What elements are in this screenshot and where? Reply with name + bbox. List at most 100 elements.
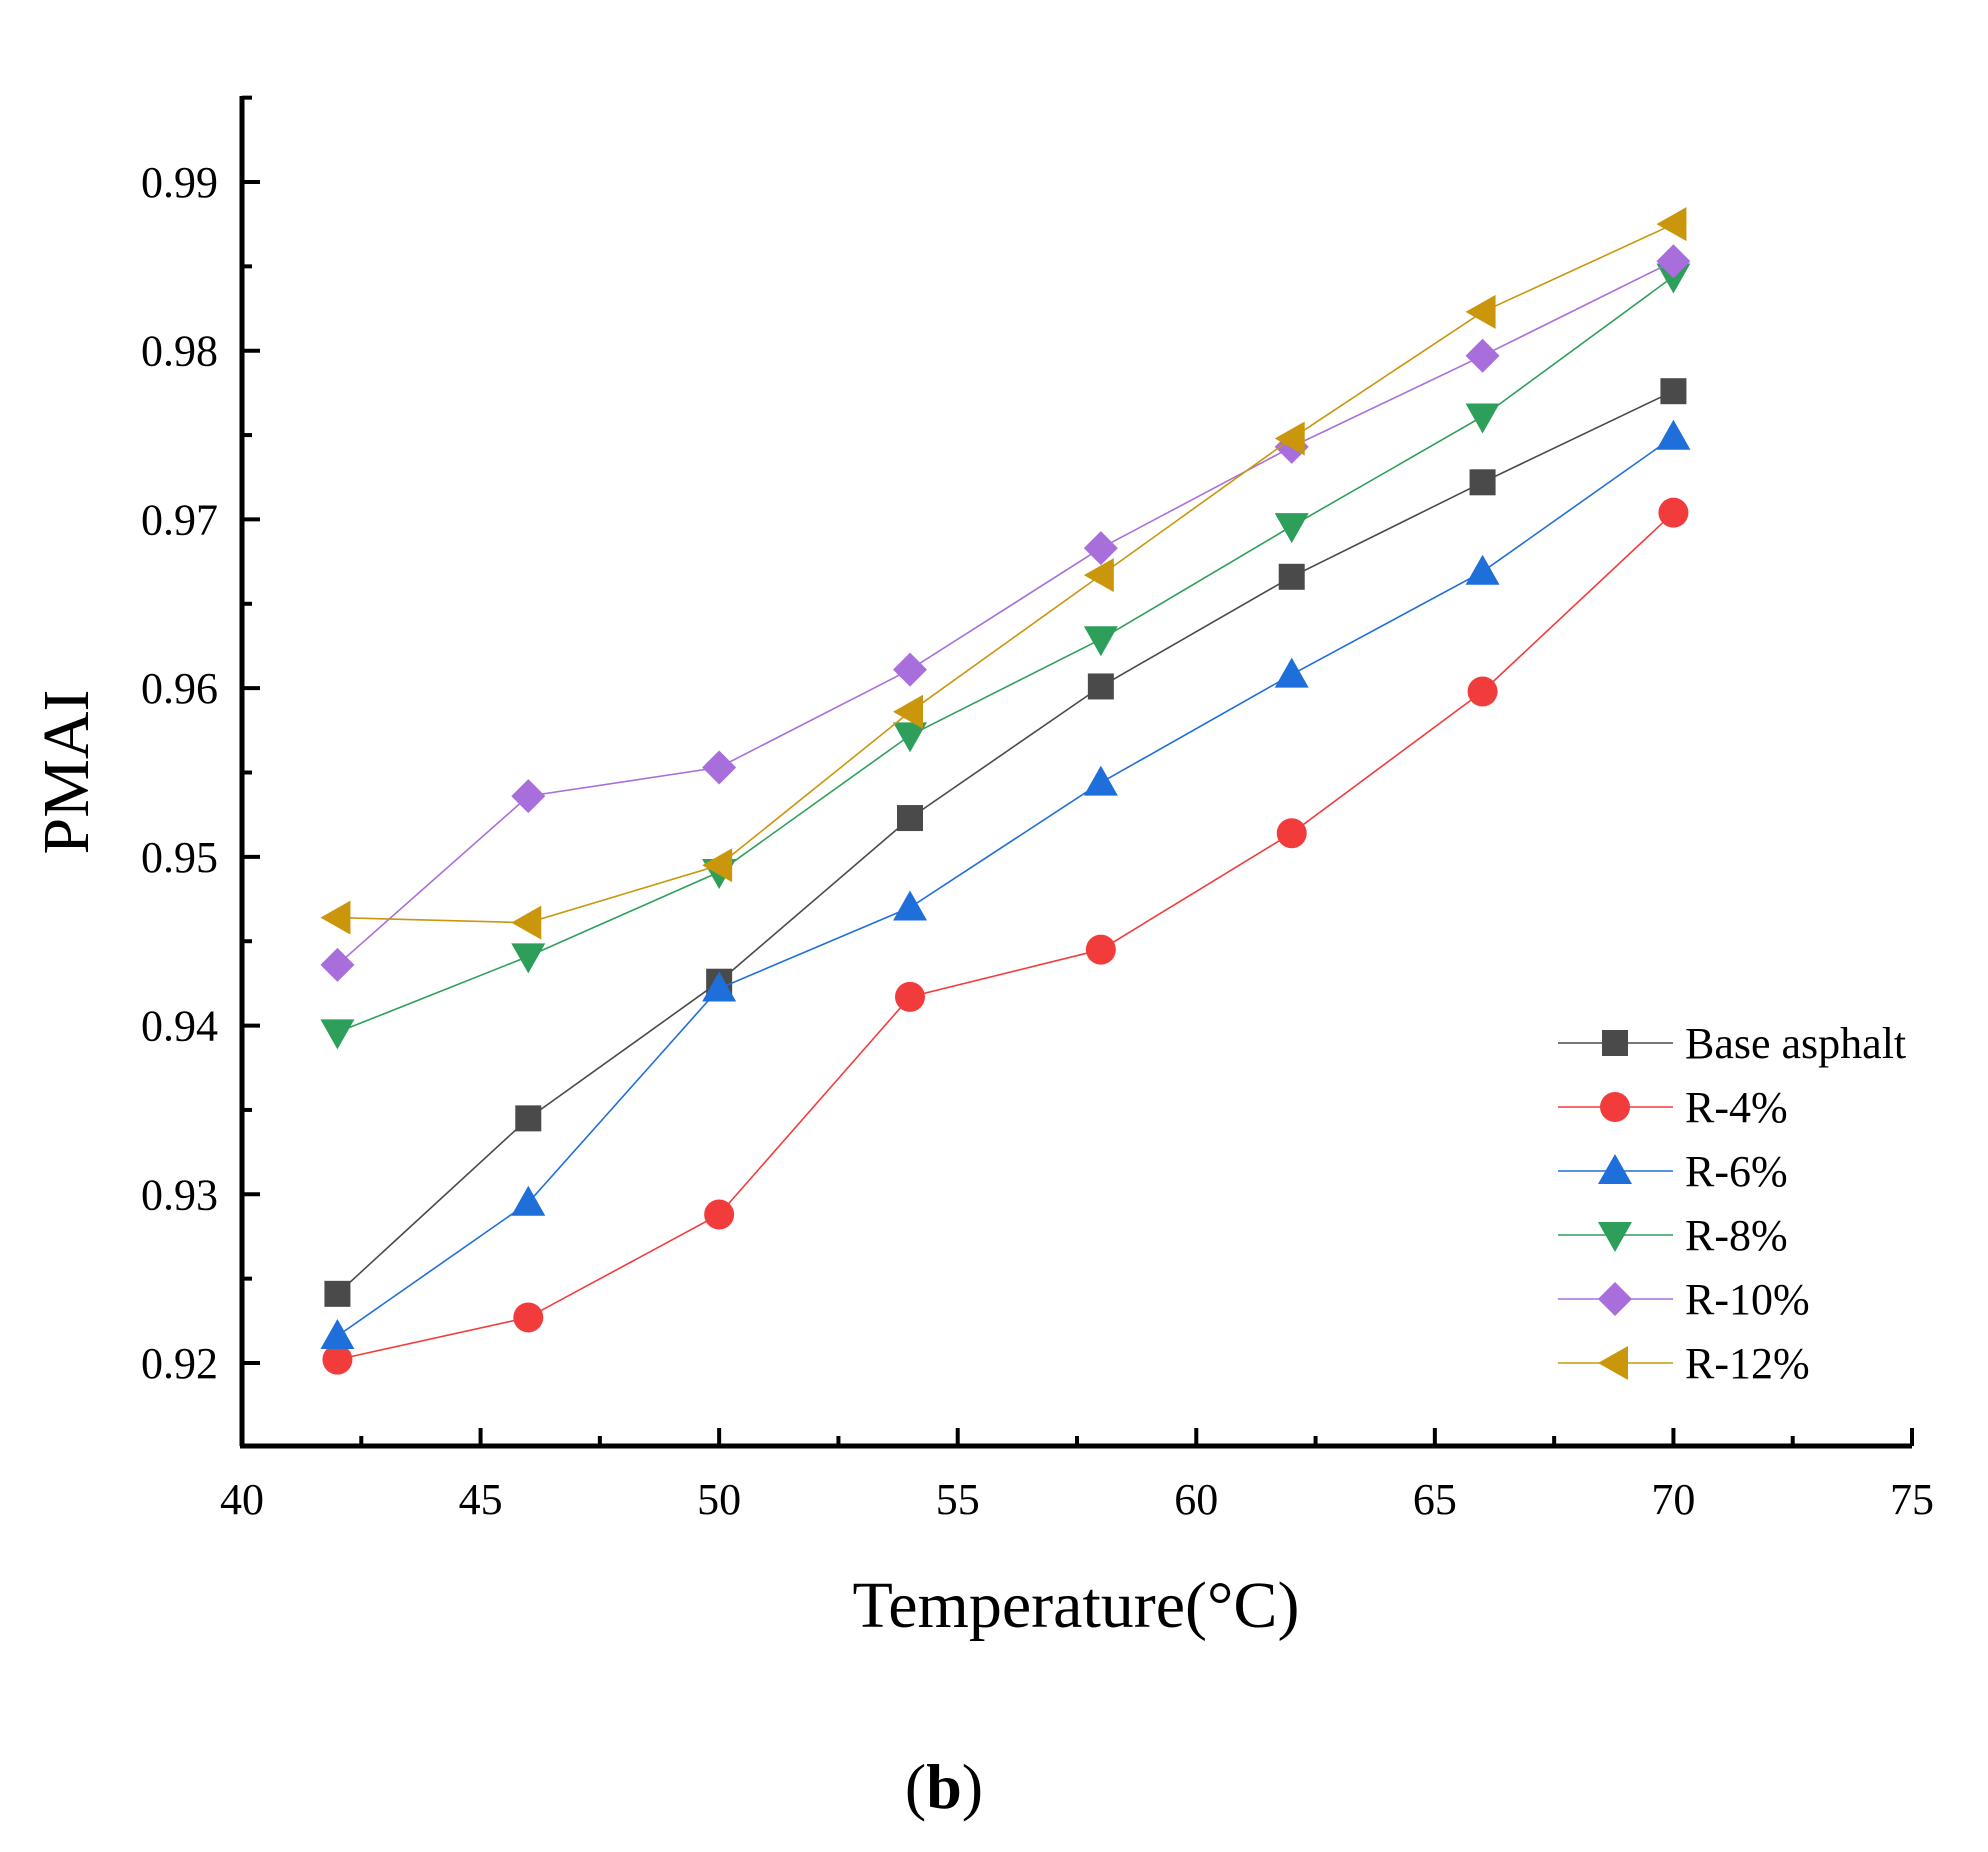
data-point [1274, 657, 1309, 688]
series-line [336, 436, 1674, 1337]
axes [239, 96, 1912, 1449]
data-point [320, 900, 351, 935]
data-point [324, 1280, 351, 1307]
legend-item: R-10% [1558, 1275, 1810, 1324]
legend-item: R-12% [1558, 1339, 1810, 1388]
x-tick-label: 50 [697, 1475, 741, 1524]
data-point [1465, 338, 1500, 373]
x-ticks: 40 45 50 55 60 65 70 75 [220, 1428, 1934, 1524]
data-point [1274, 513, 1309, 544]
series-5 [320, 244, 1691, 982]
data-point [1465, 294, 1496, 329]
data-point [1660, 378, 1687, 405]
legend-label: Base asphalt [1685, 1019, 1906, 1068]
y-tick-label: 0.93 [141, 1170, 218, 1219]
x-tick-label: 40 [220, 1475, 264, 1524]
data-point [1656, 207, 1687, 242]
legend-item: R-8% [1558, 1211, 1788, 1260]
data-point [322, 1344, 353, 1375]
panel-label-letter: b [926, 1751, 962, 1822]
data-point [893, 890, 927, 921]
data-point [1469, 469, 1496, 496]
series-3 [320, 419, 1691, 1350]
legend-marker [1598, 1222, 1632, 1252]
legend-label: R-6% [1685, 1147, 1788, 1196]
data-point [702, 750, 737, 785]
x-axis-title: Temperature(°C) [853, 1569, 1300, 1642]
panel-label-close-paren: ) [962, 1751, 983, 1822]
data-point [511, 905, 542, 940]
data-point [1656, 263, 1691, 294]
data-point [1465, 554, 1500, 585]
series-2 [322, 497, 1689, 1375]
legend-marker [1598, 1346, 1628, 1380]
y-tick-label: 0.92 [141, 1339, 218, 1388]
data-point [1083, 626, 1118, 657]
legend-item: R-6% [1558, 1147, 1788, 1196]
data-point [515, 1105, 542, 1132]
series-line [337, 275, 1674, 1034]
data-point [1658, 497, 1689, 528]
data-point [1276, 818, 1307, 849]
series-1 [324, 378, 1687, 1307]
x-tick-label: 55 [936, 1475, 980, 1524]
x-tick-label: 60 [1174, 1475, 1218, 1524]
legend-label: R-10% [1685, 1275, 1810, 1324]
data-point [704, 1199, 735, 1230]
y-tick-label: 0.99 [141, 158, 218, 207]
legend-label: R-8% [1685, 1211, 1788, 1260]
x-tick-label: 45 [459, 1475, 503, 1524]
panel-label: (b) [905, 1751, 983, 1822]
series-line [337, 512, 1674, 1361]
data-point [893, 722, 927, 753]
panel-label-open-paren: ( [905, 1751, 926, 1822]
data-point [320, 947, 355, 982]
data-point [1465, 403, 1500, 434]
legend-marker [1598, 1154, 1632, 1184]
data-point [893, 694, 923, 729]
legend: Base asphalt R-4% R-6% R-8% R-10% R-12% [1558, 1019, 1906, 1388]
legend-label: R-12% [1685, 1339, 1810, 1388]
y-tick-label: 0.96 [141, 664, 218, 713]
data-point [511, 943, 546, 974]
series-4 [320, 263, 1691, 1050]
data-point [511, 1185, 546, 1216]
data-point [1083, 531, 1118, 566]
data-point [1278, 563, 1305, 590]
series-group [320, 207, 1691, 1375]
legend-marker [1600, 1092, 1630, 1122]
series-line [337, 223, 1674, 924]
y-axis-title: PMAI [30, 689, 103, 854]
data-point [320, 1319, 355, 1350]
y-tick-label: 0.97 [141, 495, 218, 544]
data-point [893, 652, 927, 687]
data-point [320, 1019, 355, 1050]
series-line [336, 390, 1674, 1295]
y-tick-label: 0.94 [141, 1002, 218, 1051]
data-point [1083, 558, 1114, 593]
data-point [895, 981, 925, 1012]
data-point [513, 1302, 544, 1333]
y-tick-label: 0.98 [141, 327, 218, 376]
y-ticks: 0.92 0.93 0.94 0.95 0.96 0.97 0.98 0.99 [141, 95, 260, 1388]
x-tick-label: 65 [1413, 1475, 1457, 1524]
data-point [1083, 765, 1118, 796]
y-tick-label: 0.95 [141, 833, 218, 882]
data-point [1656, 244, 1691, 279]
data-point [1656, 419, 1691, 450]
data-point [702, 971, 737, 1002]
data-point [897, 805, 923, 832]
data-point [1274, 421, 1305, 456]
data-point [1085, 934, 1116, 965]
legend-label: R-4% [1685, 1083, 1788, 1132]
data-point [1087, 673, 1114, 700]
x-tick-label: 75 [1890, 1475, 1934, 1524]
data-point [511, 779, 546, 814]
legend-item: R-4% [1558, 1083, 1788, 1132]
legend-marker [1598, 1282, 1632, 1316]
data-point [702, 848, 733, 883]
x-tick-label: 70 [1651, 1475, 1695, 1524]
data-point [1467, 676, 1498, 707]
series-6 [320, 207, 1687, 940]
